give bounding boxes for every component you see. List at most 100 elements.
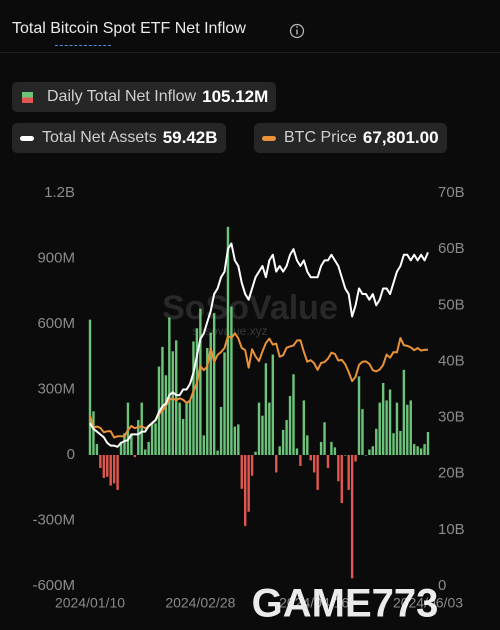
bar	[195, 328, 199, 455]
bar	[216, 450, 219, 455]
bar	[385, 400, 388, 455]
bar	[261, 415, 264, 455]
y-tick-label: -300M	[32, 511, 75, 528]
y-tick-label: -600M	[32, 577, 75, 594]
bar	[264, 363, 268, 455]
bar	[250, 455, 254, 476]
bar	[206, 348, 209, 455]
bar	[112, 455, 116, 484]
y2-tick-label: 70B	[438, 184, 465, 201]
chart-title: Total Bitcoin Spot ETF Net Inflow	[12, 20, 246, 37]
bar	[154, 423, 157, 455]
bar	[292, 374, 295, 455]
bar	[278, 446, 281, 455]
y2-tick-label: 60B	[438, 240, 465, 257]
bar	[257, 402, 261, 455]
bar	[423, 444, 426, 455]
bar	[350, 455, 354, 579]
bar	[381, 382, 385, 455]
bar	[171, 351, 174, 455]
bar	[233, 426, 237, 455]
bar	[237, 424, 240, 455]
bar	[295, 448, 299, 455]
bar	[130, 434, 133, 455]
bar	[137, 420, 140, 455]
bar	[212, 313, 216, 455]
bar	[199, 308, 202, 455]
bar	[209, 332, 212, 455]
bar	[330, 441, 333, 455]
legend-swatch	[20, 135, 34, 141]
legend-value: 59.42B	[162, 128, 218, 147]
bar	[368, 449, 371, 455]
y2-tick-label: 10B	[438, 521, 465, 538]
y-tick-label: 300M	[37, 380, 75, 397]
bar	[364, 455, 368, 456]
legend-item[interactable]: BTC Price 67,801.00	[254, 123, 447, 153]
bar	[188, 400, 192, 455]
bar	[181, 418, 185, 455]
legend-swatch	[262, 135, 276, 141]
bar	[316, 455, 319, 490]
bar	[388, 389, 392, 455]
bar	[395, 402, 399, 455]
bar	[102, 455, 106, 478]
bar	[271, 354, 275, 455]
y-tick-label: 1.2B	[44, 184, 75, 201]
legend-value: 67,801.00	[362, 128, 439, 147]
bar	[123, 433, 126, 455]
y2-tick-label: 30B	[438, 409, 465, 426]
bar	[106, 455, 109, 477]
bar	[140, 402, 143, 455]
y-tick-label: 900M	[37, 249, 75, 266]
bar	[406, 404, 409, 455]
bar	[133, 455, 137, 458]
bar	[164, 375, 168, 455]
bar	[402, 369, 406, 455]
legend-item[interactable]: Total Net Assets 59.42B	[12, 123, 226, 153]
bar	[95, 444, 99, 455]
bar	[143, 449, 147, 455]
bar	[243, 455, 247, 526]
bar	[147, 441, 150, 455]
bar	[375, 428, 378, 455]
bar	[185, 402, 188, 455]
line	[89, 242, 429, 448]
y2-tick-label: 50B	[438, 296, 465, 313]
overlay-watermark: GAME773	[252, 582, 439, 626]
bar	[230, 306, 233, 455]
info-icon[interactable]	[289, 23, 305, 39]
bar	[361, 409, 364, 455]
bar	[347, 455, 350, 490]
bar	[333, 447, 337, 455]
bar	[247, 455, 250, 512]
bar	[192, 341, 195, 455]
bar	[399, 430, 402, 455]
bar	[326, 455, 330, 469]
x-tick-label: 2024/06/03	[393, 595, 463, 611]
bar	[223, 352, 226, 455]
bar	[337, 455, 340, 482]
bar	[161, 346, 164, 455]
bar	[150, 423, 154, 455]
legend-name: Total Net Assets	[42, 129, 157, 146]
legend-item[interactable]: Daily Total Net Inflow 105.12M	[12, 82, 277, 112]
bar	[392, 433, 395, 455]
legend-swatch	[22, 91, 33, 103]
bar	[109, 455, 112, 486]
bar	[99, 455, 102, 469]
bar	[412, 444, 416, 455]
bar	[285, 420, 288, 455]
bar	[419, 448, 423, 455]
bar	[354, 455, 357, 462]
bar	[299, 455, 302, 466]
bar	[357, 376, 361, 455]
bar	[254, 451, 257, 455]
bar	[409, 400, 412, 455]
bar	[178, 402, 181, 455]
separator	[0, 52, 500, 53]
bar	[275, 455, 278, 473]
bar	[202, 435, 206, 455]
bar	[288, 396, 292, 455]
